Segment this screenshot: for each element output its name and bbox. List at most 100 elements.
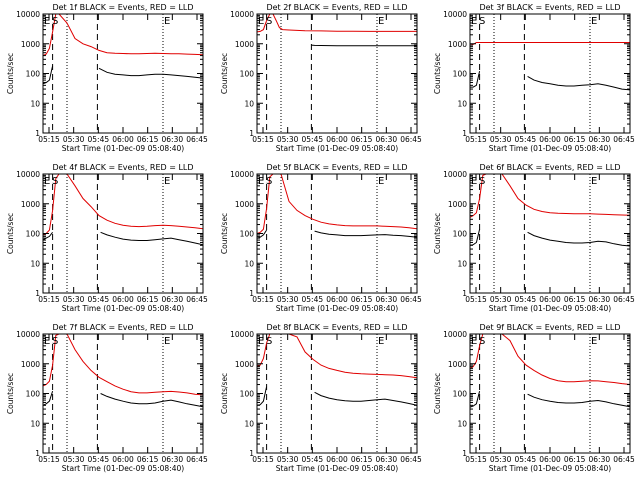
- chart-title: Det 1f BLACK = Events, RED = LLD: [52, 3, 193, 12]
- y-tick-label: 1: [462, 449, 467, 458]
- y-tick-label: 10: [457, 419, 467, 428]
- y-tick-label: 100: [453, 390, 468, 399]
- x-tick-label: 06:45: [186, 135, 208, 144]
- x-tick-label: 06:00: [326, 295, 348, 304]
- y-tick-label: 10000: [443, 330, 467, 339]
- chart-panel-8: Det 8f BLACK = Events, RED = LLD 1 10 100 10…: [220, 323, 422, 473]
- plot-frame: [42, 13, 204, 134]
- y-tick-label: 1000: [448, 200, 467, 209]
- y-axis-label: Counts/sec: [6, 53, 15, 94]
- x-axis-label: Start Time (01-Dec-09 05:08:40): [276, 304, 398, 313]
- x-tick-label: 05:15: [38, 295, 60, 304]
- chart-panel-9: Det 9f BLACK = Events, RED = LLD 1 10 100 10…: [433, 323, 635, 473]
- y-tick-label: 1000: [448, 40, 467, 49]
- y-axis-label: Counts/sec: [433, 53, 442, 94]
- series-line-red: [470, 334, 630, 385]
- x-tick-label: 06:30: [589, 295, 611, 304]
- y-tick-label: 10000: [230, 330, 254, 339]
- y-tick-label: 1000: [21, 200, 40, 209]
- event-marker-s: S: [266, 336, 272, 347]
- event-marker-e: E: [44, 176, 50, 187]
- y-tick-label: 10: [457, 99, 467, 108]
- x-tick-label: 06:45: [613, 135, 635, 144]
- chart-title: Det 2f BLACK = Events, RED = LLD: [266, 3, 407, 12]
- x-tick-label: 06:15: [351, 135, 373, 144]
- x-tick-label: 06:30: [589, 135, 611, 144]
- x-tick-label: 05:15: [38, 455, 60, 464]
- x-tick-label: 06:45: [400, 135, 422, 144]
- y-tick-label: 100: [240, 70, 255, 79]
- x-tick-label: 06:30: [162, 135, 184, 144]
- event-marker-s: S: [266, 176, 272, 187]
- y-tick-label: 100: [26, 230, 41, 239]
- y-tick-label: 10: [30, 419, 40, 428]
- x-axis-label: Start Time (01-Dec-09 05:08:40): [62, 464, 184, 473]
- y-tick-label: 10: [30, 99, 40, 108]
- x-tick-label: 06:00: [112, 455, 134, 464]
- x-axis-label: Start Time (01-Dec-09 05:08:40): [489, 464, 611, 473]
- x-tick-label: 06:30: [376, 455, 398, 464]
- x-tick-label: 06:45: [400, 295, 422, 304]
- event-marker-s: S: [479, 176, 485, 187]
- x-tick-label: 05:45: [88, 135, 110, 144]
- event-marker-e: E: [258, 176, 264, 187]
- chart-title: Det 5f BLACK = Events, RED = LLD: [266, 163, 407, 172]
- x-tick-label: 06:15: [564, 455, 586, 464]
- chart-panel-1: Det 1f BLACK = Events, RED = LLD 1 10 100 10…: [6, 3, 208, 153]
- y-tick-label: 100: [240, 230, 255, 239]
- y-axis-label: Counts/sec: [433, 373, 442, 414]
- event-marker-e: E: [591, 16, 597, 27]
- chart-panel-6: Det 6f BLACK = Events, RED = LLD 1 10 100 10…: [433, 163, 635, 313]
- event-marker-e: E: [44, 16, 50, 27]
- x-tick-label: 06:15: [351, 455, 373, 464]
- x-tick-label: 06:00: [326, 135, 348, 144]
- x-tick-label: 06:00: [326, 455, 348, 464]
- x-tick-label: 06:15: [351, 295, 373, 304]
- x-tick-label: 06:30: [376, 295, 398, 304]
- y-tick-label: 10: [30, 259, 40, 268]
- x-axis-label: Start Time (01-Dec-09 05:08:40): [276, 144, 398, 153]
- y-axis-label: Counts/sec: [6, 373, 15, 414]
- x-tick-label: 06:45: [400, 455, 422, 464]
- y-tick-label: 1: [249, 289, 254, 298]
- event-marker-s: S: [52, 176, 58, 187]
- y-axis-label: Counts/sec: [220, 373, 229, 414]
- chart-title: Det 4f BLACK = Events, RED = LLD: [52, 163, 193, 172]
- x-tick-label: 05:30: [490, 455, 512, 464]
- y-tick-label: 100: [26, 70, 41, 79]
- y-tick-label: 10: [244, 259, 254, 268]
- chart-panel-7: Det 7f BLACK = Events, RED = LLD 1 10 100 10…: [6, 323, 208, 473]
- x-tick-label: 06:45: [186, 295, 208, 304]
- x-tick-label: 05:15: [252, 455, 274, 464]
- series-line-black: [470, 390, 630, 408]
- x-tick-label: 06:30: [162, 455, 184, 464]
- event-marker-s: S: [479, 336, 485, 347]
- x-tick-label: 05:30: [277, 135, 299, 144]
- series-line-red: [43, 174, 203, 236]
- plot-frame: [469, 13, 631, 134]
- chart-title: Det 9f BLACK = Events, RED = LLD: [479, 323, 620, 332]
- series-line-black: [311, 44, 417, 47]
- y-tick-label: 10: [244, 99, 254, 108]
- event-marker-e: E: [258, 16, 264, 27]
- x-tick-label: 05:45: [515, 135, 537, 144]
- x-tick-label: 05:15: [38, 135, 60, 144]
- series-line-black: [43, 231, 203, 246]
- y-tick-label: 10000: [16, 10, 40, 19]
- chart-title: Det 7f BLACK = Events, RED = LLD: [52, 323, 193, 332]
- x-tick-label: 06:00: [112, 135, 134, 144]
- x-tick-label: 05:15: [252, 295, 274, 304]
- x-tick-label: 06:00: [539, 295, 561, 304]
- x-tick-label: 06:15: [137, 455, 159, 464]
- x-tick-label: 05:30: [490, 295, 512, 304]
- series-line-red: [470, 42, 630, 46]
- y-tick-label: 1000: [448, 360, 467, 369]
- series-line-black: [43, 390, 203, 408]
- event-marker-s: S: [52, 336, 58, 347]
- y-tick-label: 100: [453, 70, 468, 79]
- x-tick-label: 05:15: [465, 135, 487, 144]
- x-tick-label: 05:45: [515, 295, 537, 304]
- y-tick-label: 1000: [235, 360, 254, 369]
- x-tick-label: 06:30: [376, 135, 398, 144]
- plot-frame: [42, 173, 204, 294]
